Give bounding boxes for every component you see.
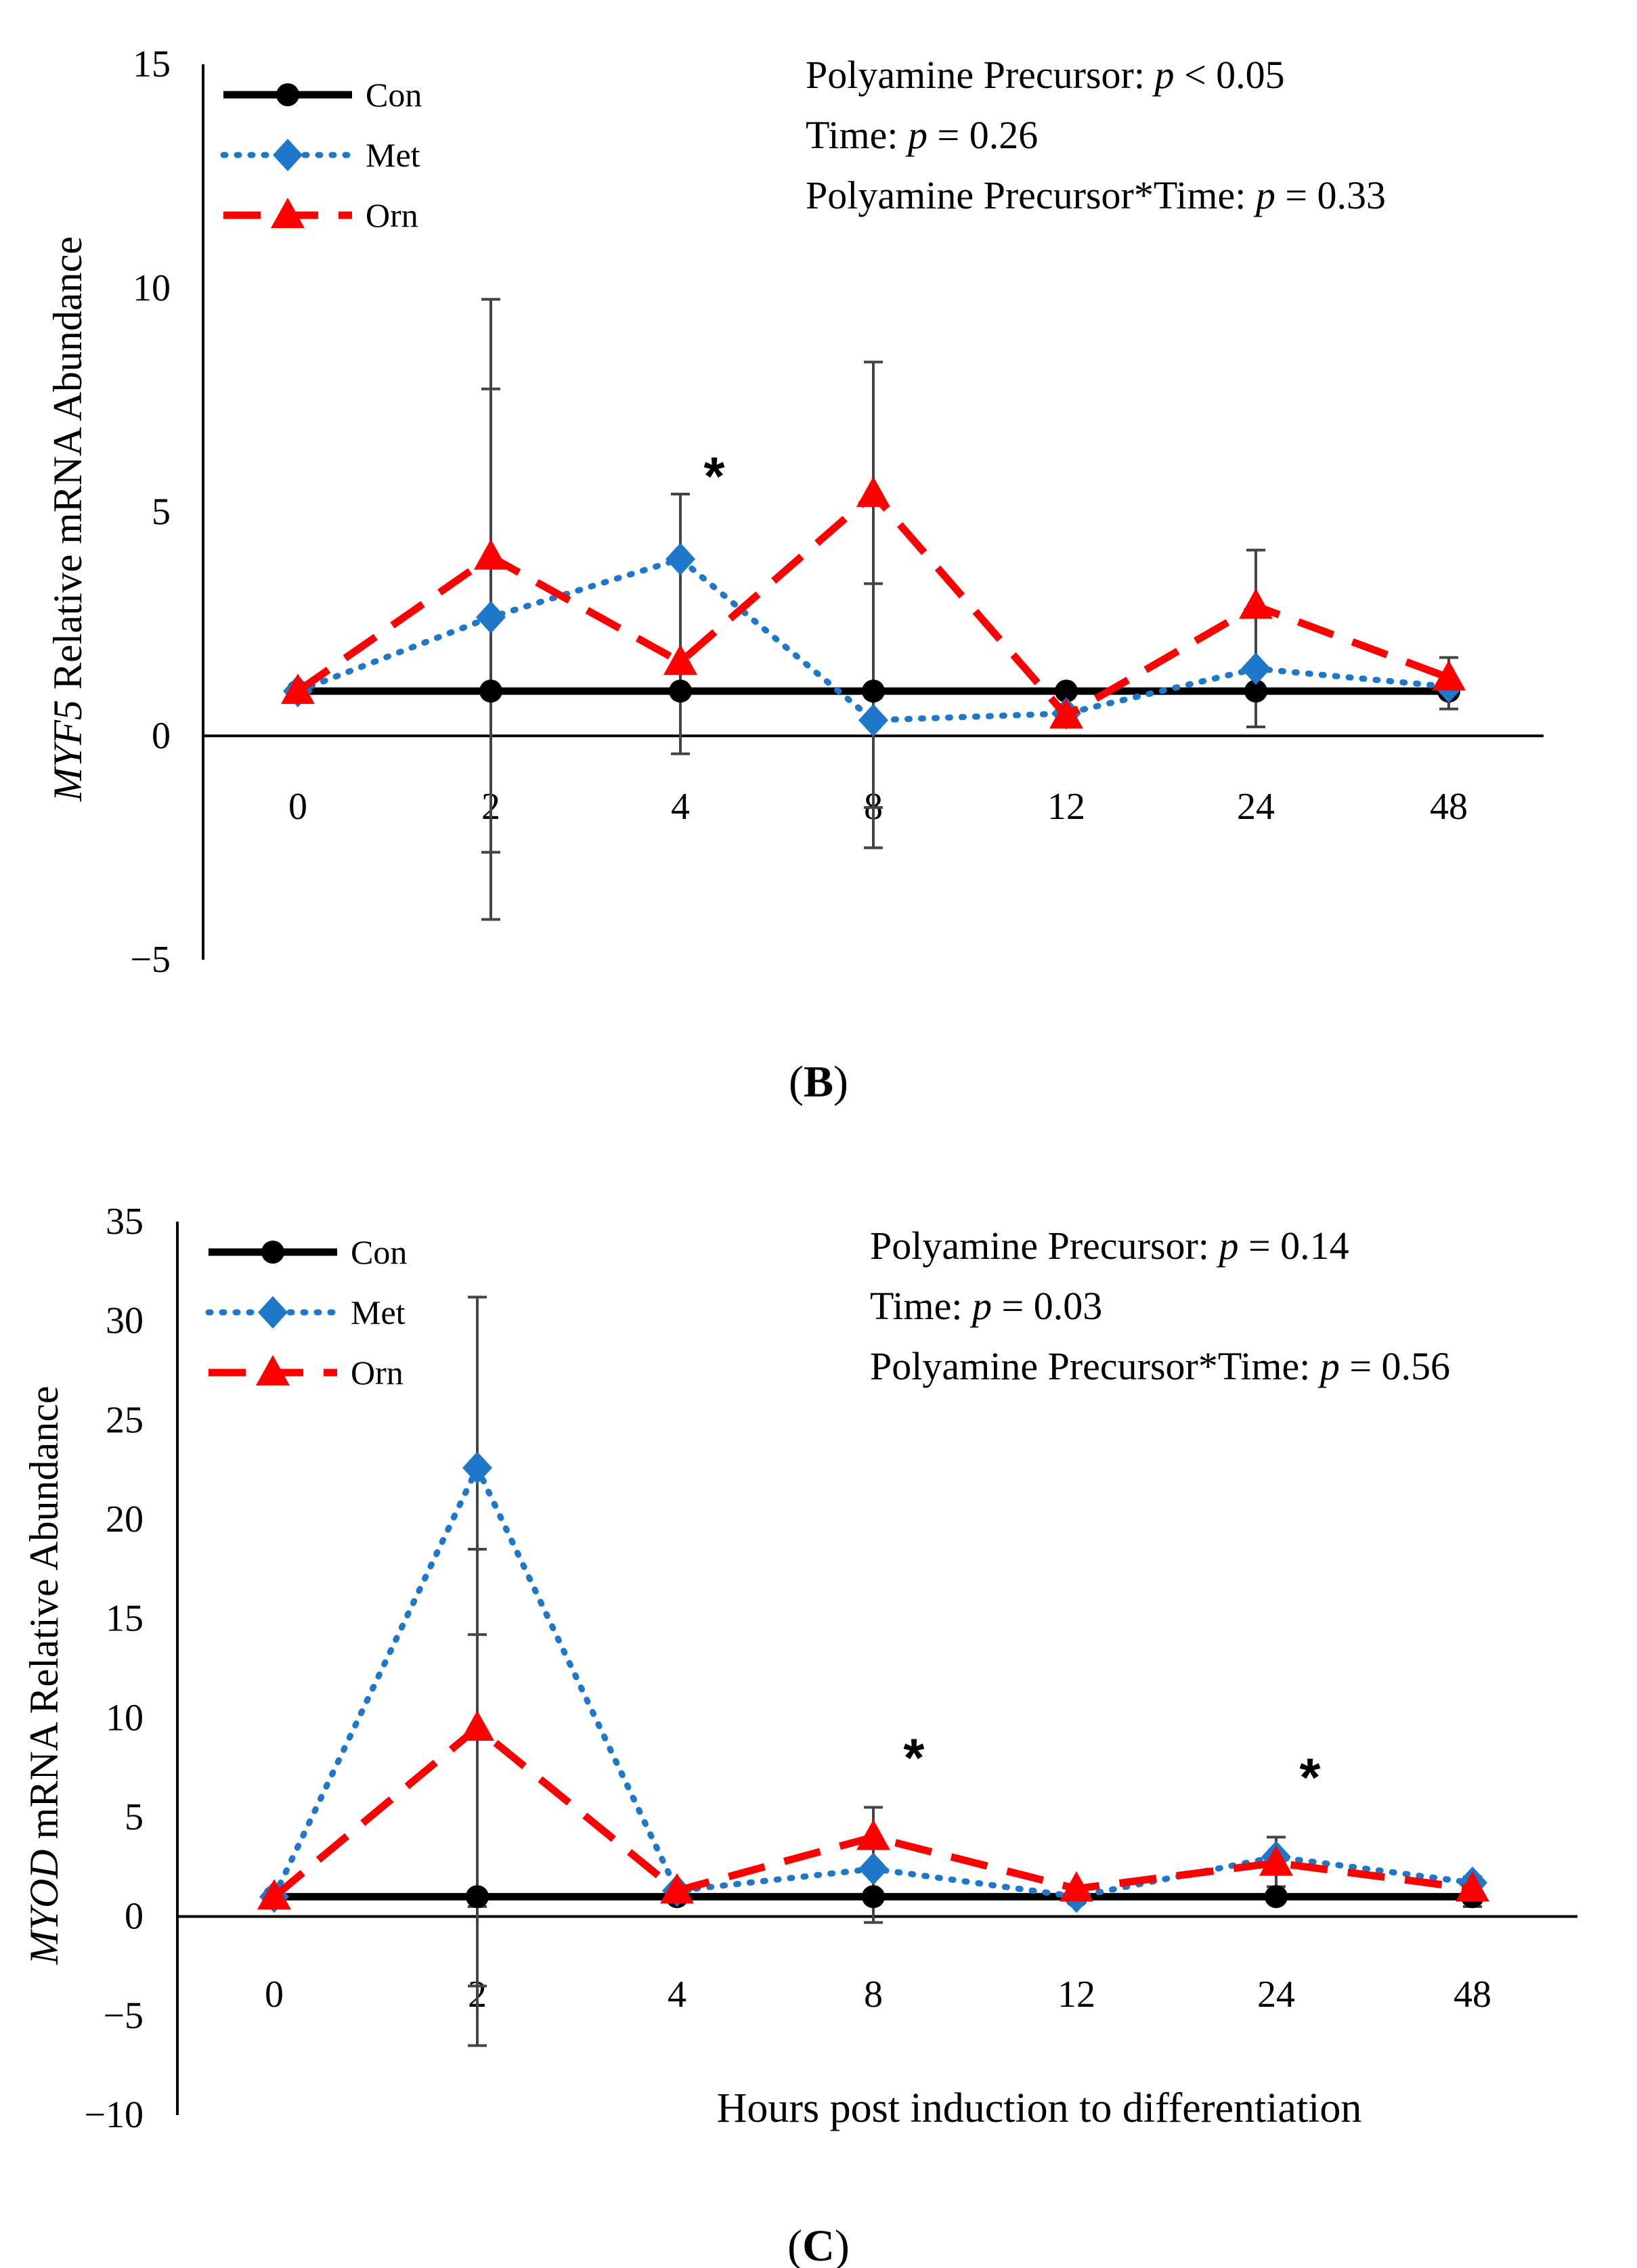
data-point-met — [665, 542, 695, 575]
data-point-con — [669, 680, 692, 703]
data-point-orn — [1049, 698, 1083, 729]
x-tick-label: 4 — [671, 786, 690, 828]
legend-marker — [276, 83, 299, 106]
data-point-orn — [460, 1710, 494, 1741]
data-point-orn — [663, 644, 697, 675]
data-point-con — [479, 680, 502, 703]
x-tick-label: 0 — [265, 1974, 284, 2016]
y-tick-label: 0 — [125, 1896, 144, 1938]
legend-item-met: Met — [220, 136, 420, 174]
data-point-orn — [1259, 1845, 1293, 1876]
data-point-met — [462, 1451, 492, 1484]
legend-label: Met — [351, 1293, 406, 1331]
x-tick-label: 12 — [1057, 1974, 1095, 2016]
x-tick-label: 0 — [288, 786, 307, 828]
y-tick-label: 5 — [125, 1796, 144, 1838]
error-bar — [671, 493, 690, 755]
data-point-orn — [257, 1879, 291, 1910]
data-point-met — [858, 704, 888, 737]
y-tick-label: 5 — [152, 491, 171, 533]
panel-label: (B) — [789, 1057, 848, 1107]
panel-label: (C) — [787, 2221, 850, 2268]
legend-label: Con — [351, 1233, 407, 1271]
significance-star: * — [903, 1727, 925, 1787]
y-tick-label: 15 — [106, 1598, 144, 1640]
legend-marker — [273, 139, 303, 171]
data-point-orn — [281, 673, 315, 705]
y-tick-label: −5 — [130, 939, 171, 981]
legend-marker — [261, 1241, 284, 1264]
significance-star: * — [1299, 1748, 1321, 1808]
data-point-con — [1244, 680, 1267, 703]
y-tick-label: 30 — [106, 1300, 144, 1342]
legend-marker — [256, 1355, 290, 1385]
significance-star: * — [703, 446, 725, 506]
data-point-met — [476, 600, 506, 633]
legend-item-con: Con — [209, 1233, 407, 1271]
y-tick-label: −10 — [84, 2094, 144, 2136]
error-bar — [468, 1633, 487, 1908]
data-point-orn — [856, 476, 890, 508]
legend-marker — [271, 198, 305, 228]
y-tick-label: −5 — [103, 1995, 144, 2037]
legend-label: Met — [366, 136, 420, 174]
data-point-con — [466, 1885, 489, 1909]
data-point-con — [1265, 1885, 1288, 1909]
legend-item-orn: Orn — [209, 1354, 403, 1392]
x-axis-label: Hours post induction to differentiation — [717, 2085, 1362, 2131]
y-tick-label: 20 — [106, 1498, 144, 1540]
data-point-con — [1055, 680, 1078, 703]
legend-label: Orn — [366, 196, 418, 234]
x-tick-label: 24 — [1237, 786, 1275, 828]
stats-annotation: Polyamine Precursor*Time: p = 0.33 — [806, 173, 1386, 217]
y-axis-label: MYF5 Relative mRNA Abundance — [45, 236, 90, 802]
x-tick-label: 24 — [1257, 1974, 1295, 2016]
stats-annotation: Polyamine Precursor: p < 0.05 — [806, 53, 1285, 97]
data-point-orn — [856, 1819, 890, 1850]
legend-item-orn: Orn — [223, 196, 418, 234]
data-point-met — [1241, 652, 1271, 686]
data-point-orn — [1432, 660, 1466, 691]
data-point-met — [858, 1852, 888, 1886]
series-con — [286, 680, 1460, 703]
stats-annotation: Polyamine Precursor: p = 0.14 — [870, 1224, 1349, 1268]
y-tick-label: 10 — [106, 1697, 144, 1739]
data-point-orn — [660, 1873, 694, 1904]
stats-annotation: Time: p = 0.03 — [870, 1284, 1102, 1328]
y-tick-label: 0 — [152, 715, 171, 757]
y-axis-label: MYOD mRNA Relative Abundance — [22, 1386, 66, 1965]
legend-item-con: Con — [223, 76, 422, 114]
x-tick-label: 4 — [668, 1974, 686, 2016]
y-tick-label: 25 — [106, 1399, 144, 1441]
y-tick-label: 10 — [133, 267, 171, 309]
y-tick-label: 15 — [133, 43, 171, 85]
y-tick-label: 35 — [106, 1201, 144, 1243]
data-point-orn — [1456, 1871, 1489, 1902]
data-point-orn — [1060, 1871, 1093, 1902]
series-con — [263, 1885, 1484, 1909]
legend-label: Orn — [351, 1354, 403, 1392]
legend-item-met: Met — [205, 1293, 406, 1331]
data-point-orn — [474, 539, 508, 570]
legend-label: Con — [366, 76, 422, 114]
stats-annotation: Time: p = 0.26 — [806, 113, 1038, 157]
stats-annotation: Polyamine Precursor*Time: p = 0.56 — [870, 1344, 1450, 1388]
chart-panel-C: −10−5051015202530350248122448**ConMetOrn… — [22, 1201, 1577, 2268]
series-orn — [281, 476, 1466, 729]
data-point-con — [862, 680, 885, 703]
x-tick-label: 12 — [1047, 786, 1085, 828]
legend-marker — [258, 1296, 288, 1329]
x-tick-label: 8 — [864, 1974, 883, 2016]
data-point-orn — [1239, 588, 1273, 619]
series-orn — [257, 1710, 1489, 1910]
x-tick-label: 48 — [1430, 786, 1468, 828]
x-tick-label: 48 — [1454, 1974, 1491, 2016]
data-point-con — [862, 1885, 885, 1909]
